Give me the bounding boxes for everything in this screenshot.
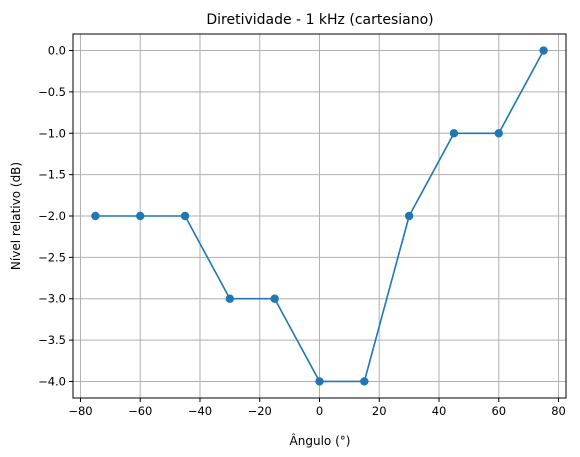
y-tick-label: −2.0 <box>38 209 66 223</box>
data-point <box>315 377 323 385</box>
data-point <box>450 129 458 137</box>
y-tick-label: 0.0 <box>48 44 66 58</box>
data-point <box>270 295 278 303</box>
tick-layer: −80 −60 −40 −20 0 20 40 60 80 0.0 −0.5 −1.0 −1.5 −2.0… <box>38 44 566 418</box>
data-point <box>495 129 503 137</box>
x-tick-label: 20 <box>372 404 387 418</box>
x-tick-label: −20 <box>248 404 272 418</box>
data-point <box>181 212 189 220</box>
x-tick-label: 60 <box>491 404 506 418</box>
y-tick-label: −1.0 <box>38 126 66 140</box>
y-tick-label: −3.0 <box>38 292 66 306</box>
data-point <box>539 46 547 54</box>
x-tick-label: 0 <box>316 404 323 418</box>
x-axis-label: Ângulo (°) <box>290 433 351 448</box>
y-axis-label: Nível relativo (dB) <box>9 162 23 270</box>
y-tick-label: −4.0 <box>38 374 66 388</box>
x-tick-label: −60 <box>128 404 152 418</box>
x-tick-label: −40 <box>188 404 212 418</box>
data-point <box>226 295 234 303</box>
y-tick-label: −0.5 <box>38 85 66 99</box>
data-point <box>91 212 99 220</box>
chart-title: Diretividade - 1 kHz (cartesiano) <box>206 12 433 28</box>
x-tick-label: −80 <box>68 404 92 418</box>
data-point <box>405 212 413 220</box>
data-point <box>136 212 144 220</box>
data-point <box>360 377 368 385</box>
y-tick-label: −3.5 <box>38 333 66 347</box>
y-tick-label: −2.5 <box>38 250 66 264</box>
y-tick-label: −1.5 <box>38 168 66 182</box>
x-tick-label: 40 <box>432 404 447 418</box>
x-tick-label: 80 <box>551 404 566 418</box>
